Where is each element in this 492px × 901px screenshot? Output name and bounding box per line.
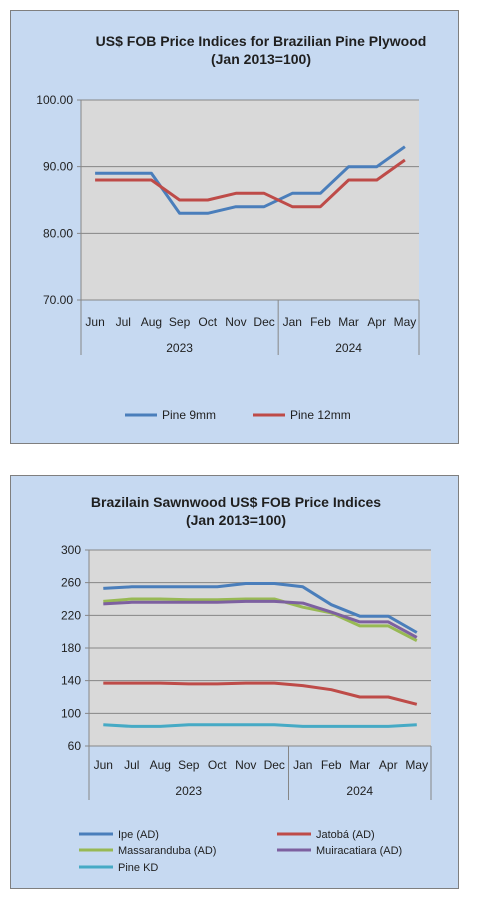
x-tick-label: Jan bbox=[293, 758, 312, 772]
x-group-label: 2024 bbox=[335, 341, 362, 355]
x-tick-label: May bbox=[394, 315, 417, 329]
x-tick-label: May bbox=[405, 758, 428, 772]
y-tick-label: 300 bbox=[61, 543, 81, 557]
x-tick-label: Apr bbox=[367, 315, 386, 329]
y-tick-label: 70.00 bbox=[43, 293, 73, 307]
x-tick-label: Jun bbox=[94, 758, 113, 772]
x-group-label: 2023 bbox=[175, 784, 202, 798]
x-tick-label: Jul bbox=[124, 758, 139, 772]
y-tick-label: 60 bbox=[68, 739, 82, 753]
x-tick-label: Oct bbox=[198, 315, 217, 329]
x-tick-label: Oct bbox=[208, 758, 227, 772]
series-line bbox=[103, 681, 418, 706]
chart-title-line: (Jan 2013=100) bbox=[186, 512, 286, 528]
legend-label: Ipe (AD) bbox=[118, 829, 159, 841]
y-tick-label: 100 bbox=[61, 706, 81, 720]
chart-title-line: Brazilain Sawnwood US$ FOB Price Indices bbox=[91, 494, 381, 510]
y-tick-label: 220 bbox=[61, 608, 81, 622]
x-tick-label: Feb bbox=[321, 758, 342, 772]
legend-label: Massaranduba (AD) bbox=[118, 845, 216, 857]
x-tick-label: Nov bbox=[235, 758, 256, 772]
x-tick-label: Feb bbox=[310, 315, 331, 329]
series-line bbox=[103, 599, 418, 639]
x-tick-label: Apr bbox=[379, 758, 398, 772]
y-tick-label: 260 bbox=[61, 576, 81, 590]
x-tick-label: Aug bbox=[150, 758, 171, 772]
y-tick-label: 180 bbox=[61, 641, 81, 655]
x-tick-label: Sep bbox=[169, 315, 191, 329]
x-group-label: 2023 bbox=[166, 341, 193, 355]
legend-label: Jatobá (AD) bbox=[316, 829, 375, 841]
x-tick-label: Dec bbox=[253, 315, 274, 329]
y-tick-label: 140 bbox=[61, 674, 81, 688]
x-tick-label: Jun bbox=[85, 315, 104, 329]
plot-area bbox=[81, 100, 419, 300]
chart-panel-sawnwood: Brazilain Sawnwood US$ FOB Price Indices… bbox=[10, 475, 459, 889]
legend-label: Pine 12mm bbox=[290, 408, 351, 422]
x-tick-label: Dec bbox=[264, 758, 285, 772]
y-tick-label: 100.00 bbox=[36, 93, 73, 107]
legend-label: Pine 9mm bbox=[162, 408, 216, 422]
x-tick-label: Jan bbox=[283, 315, 302, 329]
series-line bbox=[95, 145, 406, 215]
x-tick-label: Sep bbox=[178, 758, 200, 772]
chart-sawnwood-svg: Brazilain Sawnwood US$ FOB Price Indices… bbox=[61, 494, 432, 874]
x-tick-label: Mar bbox=[338, 315, 359, 329]
series-line bbox=[95, 158, 406, 209]
x-group-label: 2024 bbox=[346, 784, 373, 798]
legend-label: Pine KD bbox=[118, 862, 158, 874]
y-tick-label: 90.00 bbox=[43, 160, 73, 174]
x-tick-label: Jul bbox=[116, 315, 131, 329]
y-tick-label: 80.00 bbox=[43, 226, 73, 240]
series-line bbox=[103, 723, 417, 728]
chart-title-line: (Jan 2013=100) bbox=[211, 51, 311, 67]
chart-plywood-svg: US$ FOB Price Indices for Brazilian Pine… bbox=[36, 33, 427, 422]
series-line bbox=[103, 582, 418, 634]
x-tick-label: Mar bbox=[349, 758, 370, 772]
chart-panel-plywood: US$ FOB Price Indices for Brazilian Pine… bbox=[10, 10, 459, 444]
x-tick-label: Nov bbox=[225, 315, 246, 329]
x-tick-label: Aug bbox=[141, 315, 162, 329]
chart-title-line: US$ FOB Price Indices for Brazilian Pine… bbox=[96, 33, 427, 49]
legend-label: Muiracatiara (AD) bbox=[316, 845, 402, 857]
series-line bbox=[103, 597, 418, 643]
